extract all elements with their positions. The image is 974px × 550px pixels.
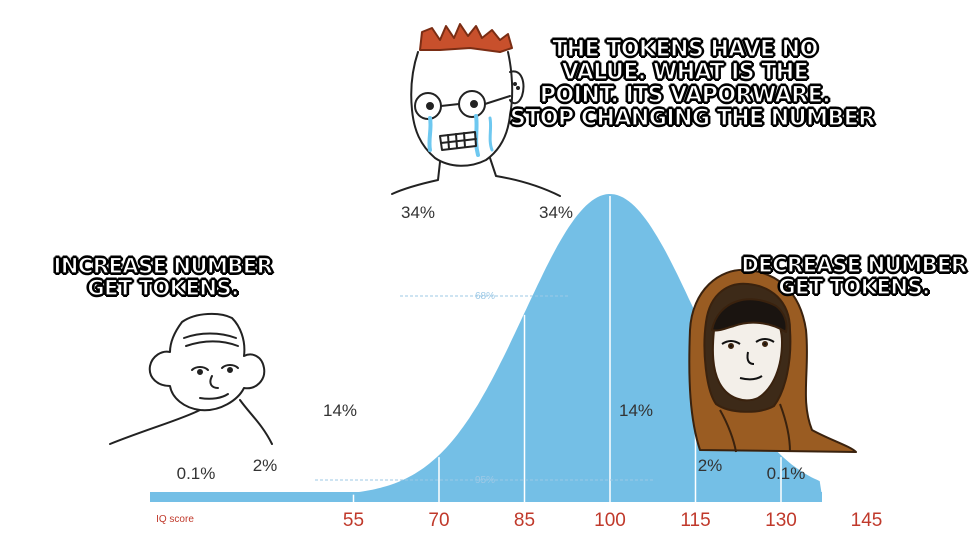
pct-right-center: 34% xyxy=(539,203,573,222)
x-tick-label-145: 145 xyxy=(851,510,883,531)
pct-far-right: 0.1% xyxy=(767,464,806,483)
x-tick-label-55: 55 xyxy=(343,510,364,531)
x-tick-label-85: 85 xyxy=(514,510,535,531)
x-axis-label: IQ score xyxy=(156,514,194,525)
top-caption: THE TOKENS HAVE NO VALUE. WHAT IS THE PO… xyxy=(509,37,875,132)
pct-left-center: 34% xyxy=(401,203,435,222)
x-tick-label-100: 100 xyxy=(594,510,626,531)
one-sd-label: 68% xyxy=(475,291,495,302)
left-caption-line: GET TOKENS. xyxy=(87,276,240,301)
x-axis-ticks: 55 70 85 100 115 130 145 xyxy=(343,510,882,531)
x-tick-label-115: 115 xyxy=(680,510,710,531)
crying-wojak-figure xyxy=(391,23,561,197)
right-caption-line: DECREASE NUMBER xyxy=(741,253,968,277)
chart-baseline xyxy=(150,492,822,502)
pct-far-left: 0.1% xyxy=(177,464,216,483)
top-caption-line: VALUE. WHAT IS THE xyxy=(561,60,809,86)
left-caption: INCREASE NUMBER GET TOKENS. xyxy=(48,254,278,301)
pct-left-tail: 2% xyxy=(253,456,278,475)
hooded-wojak-figure xyxy=(688,268,857,453)
x-tick-label-70: 70 xyxy=(428,510,449,531)
brainlet-wojak-figure xyxy=(109,312,273,445)
pct-right-mid: 14% xyxy=(619,401,653,420)
top-caption-line: POINT. ITS VAPORWARE. xyxy=(539,83,831,109)
top-caption-line: THE TOKENS HAVE NO xyxy=(552,37,819,62)
x-tick-label-130: 130 xyxy=(765,510,797,531)
top-caption-line: STOP CHANGING THE NUMBER xyxy=(509,106,875,132)
bell-curve-area xyxy=(150,194,822,496)
two-sd-label: 95% xyxy=(475,475,495,486)
right-caption: DECREASE NUMBER GET TOKENS. xyxy=(736,253,972,300)
pct-right-tail: 2% xyxy=(698,456,723,475)
pct-left-mid: 14% xyxy=(323,401,357,420)
right-caption-line: GET TOKENS. xyxy=(778,275,931,300)
left-caption-line: INCREASE NUMBER xyxy=(53,254,274,278)
